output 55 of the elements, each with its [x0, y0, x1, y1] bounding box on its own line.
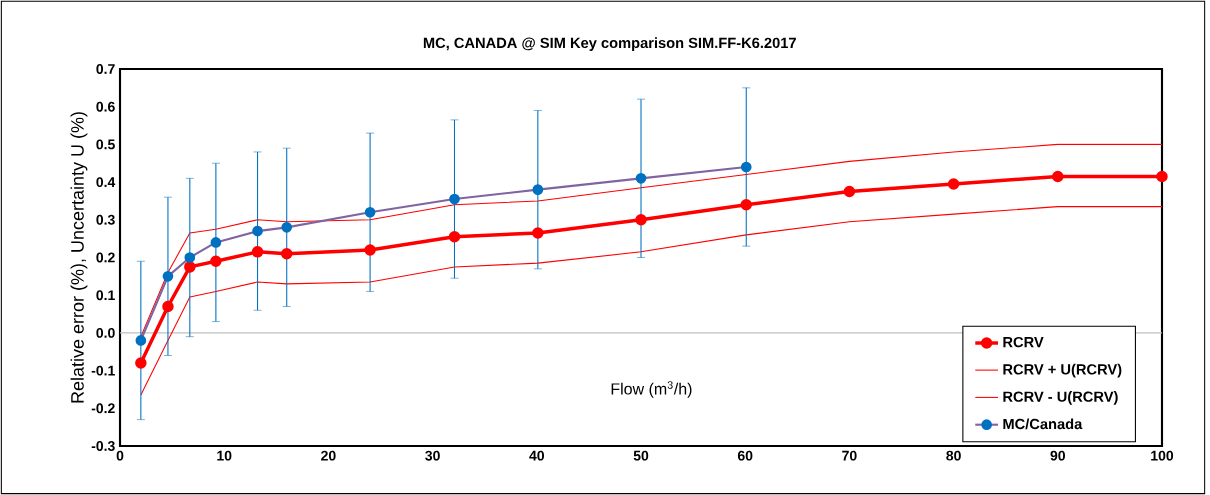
x-tick-label: 60 [737, 450, 753, 461]
point [162, 271, 174, 282]
x-tick-label: 30 [425, 450, 440, 461]
x-tick-label: 20 [321, 450, 336, 461]
point [449, 193, 460, 205]
y-tick-label: -0.1 [91, 365, 115, 376]
x-tick-label: 90 [1050, 450, 1066, 461]
legend-label: RCRV - U(RCRV) [1003, 391, 1118, 405]
point [843, 185, 856, 198]
x-axis-title: Flow (m$^{3}$/h) [611, 381, 692, 398]
x-tick-label: 50 [633, 450, 649, 461]
point [448, 231, 461, 243]
point [740, 198, 752, 211]
point [252, 225, 263, 237]
point [532, 227, 544, 239]
y-tick-label: 0.0 [96, 327, 115, 338]
y-tick-label: 0.7 [96, 64, 115, 74]
legend-label: RCRV [1003, 336, 1044, 348]
point [135, 335, 147, 346]
point [184, 261, 196, 273]
legend-label: MC/Canada [1003, 418, 1083, 430]
point [162, 300, 174, 313]
point [1156, 170, 1168, 183]
y-tick-label: 0.5 [96, 139, 115, 150]
point [184, 252, 196, 263]
legend-label: RCRV + U(RCRV) [1003, 363, 1122, 378]
point [635, 214, 647, 226]
y-tick-label: 0.2 [96, 252, 115, 263]
point [364, 206, 376, 218]
point [280, 247, 293, 260]
x-tick-label: 100 [1151, 450, 1174, 461]
y-axis-title: Relative error (%), Uncertainty U (%) [70, 112, 88, 403]
x-tick-label: 0 [116, 450, 124, 461]
point [364, 244, 376, 256]
y-tick-label: 0.3 [96, 214, 115, 225]
point [210, 255, 222, 267]
y-tick-label: -0.2 [91, 403, 115, 414]
point [947, 178, 960, 190]
point [251, 246, 264, 258]
y-tick-label: 0.4 [96, 177, 116, 188]
point [210, 237, 222, 248]
point [740, 161, 752, 173]
point [1052, 170, 1064, 183]
point [281, 221, 293, 233]
chart-title: MC, CANADA @ SIM Key comparison SIM.FF-K6.2017 [423, 37, 796, 51]
point [635, 172, 647, 184]
x-tick-label: 40 [529, 450, 545, 461]
x-tick-label: 10 [217, 450, 232, 461]
y-tick-label: 0.1 [96, 290, 115, 301]
point [135, 357, 147, 369]
point [532, 184, 544, 195]
y-tick-label: -0.3 [91, 441, 115, 451]
y-tick-label: 0.6 [96, 101, 115, 112]
x-tick-label: 70 [842, 450, 857, 461]
x-tick-label: 80 [946, 450, 961, 461]
